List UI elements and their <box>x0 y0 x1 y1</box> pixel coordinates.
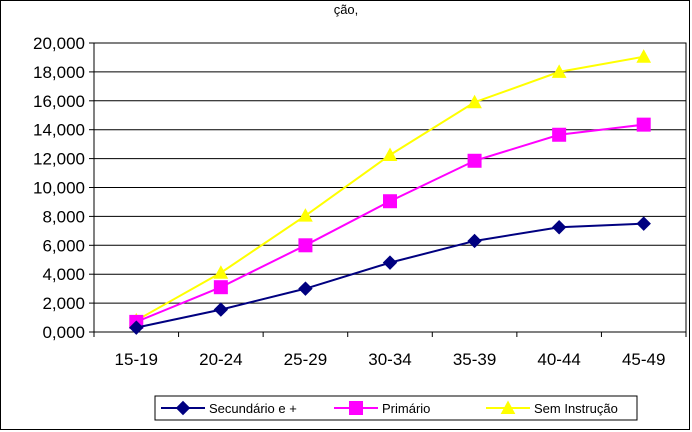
y-tick-label: 14,000 <box>33 121 85 140</box>
x-tick-label: 25-29 <box>284 350 327 369</box>
data-point <box>636 216 651 231</box>
x-tick-label: 20-24 <box>199 350 242 369</box>
data-point <box>467 233 482 249</box>
x-tick-label: 15-19 <box>115 350 158 369</box>
data-point <box>551 64 567 78</box>
data-point <box>636 117 651 132</box>
series-layer <box>128 49 652 335</box>
legend-entry: Primário <box>334 401 430 416</box>
legend-label: Primário <box>382 401 430 416</box>
legend-box <box>154 395 638 421</box>
y-tick-label: 0,000 <box>42 323 85 342</box>
series-0 <box>129 216 651 335</box>
y-tick-label: 16,000 <box>33 92 85 111</box>
y-tick-label: 2,000 <box>42 294 85 313</box>
legend-label: Sem Instrução <box>534 401 618 416</box>
y-tick-label: 10,000 <box>33 179 85 198</box>
y-tick-label: 8,000 <box>42 207 85 226</box>
y-tick-label: 4,000 <box>42 265 85 284</box>
y-tick-label: 6,000 <box>42 236 85 255</box>
data-point <box>298 281 313 296</box>
legend-marker <box>175 400 191 416</box>
x-tick-label: 35-39 <box>453 350 496 369</box>
data-point <box>552 127 567 142</box>
data-point <box>383 194 397 209</box>
data-point <box>551 220 567 235</box>
legend-marker <box>500 400 516 414</box>
data-point <box>382 147 398 161</box>
series-1 <box>129 117 651 329</box>
legend-label: Secundário e + <box>209 401 297 416</box>
legend-marker <box>349 401 363 415</box>
data-point <box>467 153 482 168</box>
series-line <box>136 222 644 329</box>
data-point <box>636 49 652 63</box>
legend-entry: Secundário e + <box>161 400 297 416</box>
x-tick-label: 45-49 <box>622 350 665 369</box>
data-point <box>129 320 144 335</box>
legend: Secundário e + Primário Sem Instrução <box>154 395 638 421</box>
x-tick-label: 30-34 <box>368 350 411 369</box>
y-tick-label: 20,000 <box>33 34 85 53</box>
axes: 0,000 2,000 4,000 6,000 8,000 10,000 12,000 14,… <box>33 34 687 369</box>
y-tick-label: 12,000 <box>33 150 85 169</box>
data-point <box>213 265 229 279</box>
y-tick-label: 18,000 <box>33 63 85 82</box>
data-point <box>213 280 228 295</box>
legend-entry: Sem Instrução <box>486 400 618 416</box>
data-point <box>298 208 313 222</box>
series-line <box>135 55 644 322</box>
data-point <box>467 94 482 109</box>
data-point <box>382 255 398 270</box>
chart-title-fragment: ção, <box>334 2 359 17</box>
data-point <box>298 238 313 253</box>
x-tick-label: 40-44 <box>537 350 580 369</box>
series-2 <box>128 49 652 327</box>
data-point <box>213 302 229 317</box>
